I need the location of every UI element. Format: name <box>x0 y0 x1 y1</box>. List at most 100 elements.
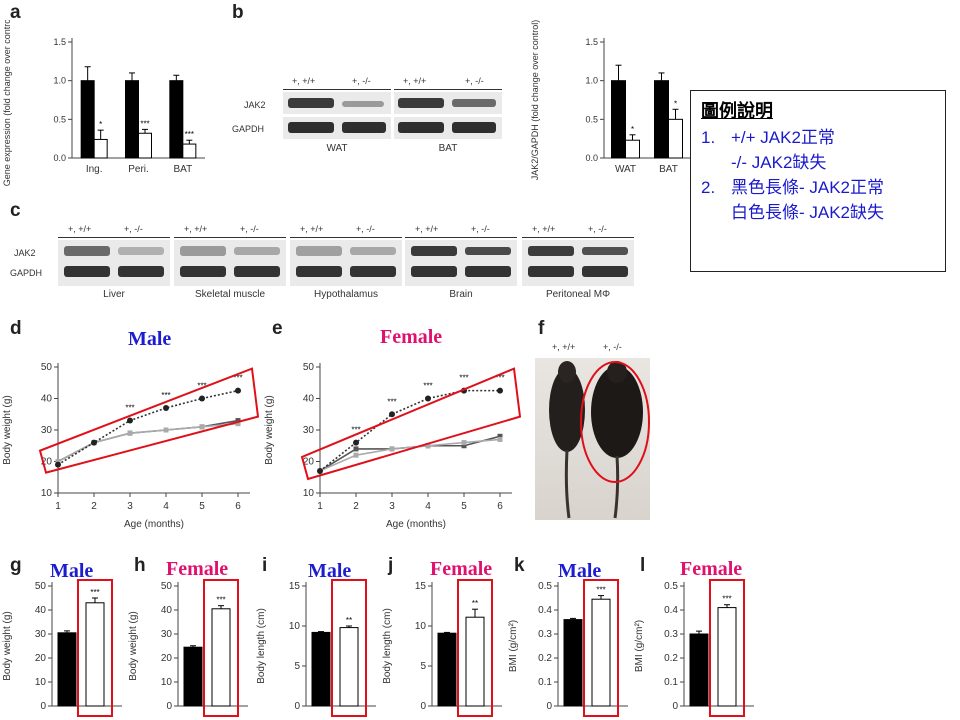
blot-c-band <box>582 247 628 255</box>
significance-label: *** <box>495 374 504 383</box>
panel-letter-g: g <box>10 555 22 576</box>
y-tick-label: 20 <box>303 457 315 468</box>
bar-wt <box>611 80 626 159</box>
blot-c-band <box>411 266 457 277</box>
chart-b: 0.0 0.5 1.0 1.5 JAK2/GAPDH (fold change over… <box>530 20 690 180</box>
significance-label: ** <box>472 599 478 608</box>
data-point <box>235 418 241 424</box>
blot-c-band <box>465 247 511 255</box>
chart-k: 0 0.1 0.2 0.3 0.4 0.5 BMI (g/cm²) *** <box>508 579 628 717</box>
y-tick-label: 40 <box>35 605 47 616</box>
data-point <box>55 459 61 464</box>
bar-wt <box>311 631 331 707</box>
blot-c-genotype: +, +/+ <box>300 224 324 234</box>
blot-c-tissue: Liver <box>103 289 125 300</box>
data-point <box>389 446 395 452</box>
blot-c-band <box>118 266 164 277</box>
significance-label: * <box>631 125 634 134</box>
bar-ko <box>85 602 105 707</box>
data-point <box>235 387 241 394</box>
data-point <box>497 433 503 439</box>
chart-j: 0 5 10 15 Body length (cm) ** <box>382 579 502 717</box>
data-point <box>461 440 467 446</box>
significance-label: *** <box>233 374 242 383</box>
y-tick-label: 1.5 <box>585 37 598 47</box>
blot-c-tissue: Skeletal muscle <box>194 289 266 300</box>
y-axis-label: BMI (g/cm²) <box>634 620 645 672</box>
significance-label: *** <box>216 596 225 605</box>
blot-c-band <box>180 246 226 256</box>
legend-box: 圖例說明 1. +/+ JAK2正常 -/- JAK2缺失 2. 黑色長條- JAK… <box>690 90 946 272</box>
data-point <box>389 411 395 418</box>
data-point <box>127 417 133 424</box>
y-tick-label: 10 <box>35 677 47 688</box>
panel-letter-e: e <box>272 318 283 339</box>
bar-wt <box>563 619 583 707</box>
y-tick-label: 0.1 <box>538 677 552 688</box>
y-tick-label: 10 <box>289 621 301 632</box>
highlight-box <box>38 367 260 474</box>
series-line-wt2 <box>57 422 239 463</box>
significance-label: *** <box>459 374 468 383</box>
data-point <box>91 439 97 446</box>
series-line-ko <box>319 389 500 472</box>
mouse-illustration <box>549 361 650 519</box>
chart-i: 0 5 10 15 Body length (cm) ** <box>256 579 376 717</box>
panel-letter-i: i <box>262 555 268 576</box>
bar-ko <box>591 598 611 707</box>
y-axis-label: Body weight (g) <box>2 611 13 680</box>
data-point <box>317 467 323 474</box>
x-tick-label: 5 <box>461 501 467 512</box>
y-tick-label: 20 <box>161 653 173 664</box>
bar-wt <box>169 80 184 159</box>
y-tick-label: 30 <box>41 425 53 436</box>
chart-g: 0 10 20 30 40 50 Body weight (g) *** <box>2 579 122 717</box>
blot-c-row-gapdh: GAPDH <box>10 268 43 278</box>
bar-ko <box>339 627 359 707</box>
y-tick-label: 5 <box>420 661 426 672</box>
blot-c-band <box>118 247 164 255</box>
y-tick-label: 50 <box>161 581 173 592</box>
significance-label: *** <box>197 382 206 391</box>
blot-c-genotype: +, +/+ <box>415 224 439 234</box>
legend-title: 圖例說明 <box>701 101 773 121</box>
bar-ko <box>668 118 683 159</box>
blot-c-band <box>350 247 396 255</box>
y-tick-label: 0 <box>546 701 552 712</box>
data-point <box>425 395 431 402</box>
y-tick-label: 10 <box>41 488 53 499</box>
blot-c-genotype: +, -/- <box>240 224 259 234</box>
x-tick-label: 2 <box>353 501 359 512</box>
blot-c-genotype: +, -/- <box>471 224 490 234</box>
blot-c-band <box>528 246 574 256</box>
y-tick-label: 0.5 <box>538 581 552 592</box>
title-l: Female <box>680 558 743 580</box>
highlight-box <box>77 579 113 717</box>
y-axis-label: BMI (g/cm²) <box>508 620 519 672</box>
blot-b-group-wat: WAT <box>326 143 348 154</box>
bar-wt <box>183 646 203 707</box>
y-tick-label: 1.0 <box>53 76 66 86</box>
significance-label: *** <box>423 382 432 391</box>
blot-c-divider <box>174 237 286 238</box>
y-tick-label: 5 <box>294 661 300 672</box>
y-tick-label: 10 <box>303 488 315 499</box>
blot-c-genotype: +, +/+ <box>184 224 208 234</box>
blot-b-genotype: +, -/- <box>352 76 371 86</box>
data-point <box>55 461 61 468</box>
blot-c-genotype: +, -/- <box>124 224 143 234</box>
y-tick-label: 30 <box>35 629 47 640</box>
legend-item: -/- JAK2缺失 <box>731 153 827 172</box>
chart-l: 0 0.1 0.2 0.3 0.4 0.5 BMI (g/cm²) *** <box>634 579 754 717</box>
legend-item: 1. +/+ JAK2正常 <box>701 128 835 147</box>
blot-c-divider <box>58 237 170 238</box>
bar-wt <box>125 80 139 159</box>
y-tick-label: 0.0 <box>53 153 66 163</box>
blot-c-genotype: +, -/- <box>356 224 375 234</box>
bar-wt <box>57 632 77 707</box>
chart-d: 10 20 30 40 50 Body weight (g) 1 2 3 4 5 6 Age (mont… <box>2 362 260 530</box>
significance-label: *** <box>722 595 731 604</box>
highlight-box <box>457 579 493 717</box>
y-tick-label: 15 <box>415 581 427 592</box>
y-tick-label: 10 <box>415 621 427 632</box>
